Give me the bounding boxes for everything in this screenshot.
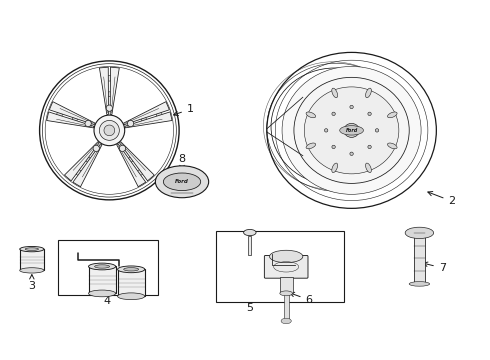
Ellipse shape xyxy=(405,227,434,239)
Circle shape xyxy=(93,145,99,152)
Text: 2: 2 xyxy=(428,192,456,206)
Ellipse shape xyxy=(106,92,113,97)
Ellipse shape xyxy=(332,145,335,149)
Polygon shape xyxy=(123,102,170,125)
Ellipse shape xyxy=(123,267,139,271)
Ellipse shape xyxy=(388,112,397,118)
Circle shape xyxy=(99,121,120,140)
Polygon shape xyxy=(120,142,154,181)
Circle shape xyxy=(127,120,134,127)
Ellipse shape xyxy=(306,143,316,149)
Bar xyxy=(20,249,44,270)
Ellipse shape xyxy=(25,248,39,251)
Ellipse shape xyxy=(366,163,371,172)
Polygon shape xyxy=(117,144,146,187)
Ellipse shape xyxy=(136,169,145,176)
Ellipse shape xyxy=(20,268,44,273)
Ellipse shape xyxy=(340,126,364,135)
Bar xyxy=(89,266,116,293)
Text: 4: 4 xyxy=(103,296,111,306)
Ellipse shape xyxy=(155,166,209,198)
Ellipse shape xyxy=(324,129,328,132)
Bar xyxy=(280,277,293,293)
Ellipse shape xyxy=(159,171,172,179)
Polygon shape xyxy=(99,67,108,114)
Circle shape xyxy=(120,145,125,152)
Polygon shape xyxy=(47,112,94,128)
Ellipse shape xyxy=(74,169,83,176)
Ellipse shape xyxy=(388,143,397,149)
Ellipse shape xyxy=(280,291,293,296)
Ellipse shape xyxy=(85,157,91,162)
Bar xyxy=(248,236,251,256)
Circle shape xyxy=(85,120,91,127)
Text: Ford: Ford xyxy=(175,179,189,184)
Ellipse shape xyxy=(294,77,409,183)
Ellipse shape xyxy=(163,173,201,190)
Text: Ford: Ford xyxy=(345,128,358,133)
Ellipse shape xyxy=(89,263,116,270)
Circle shape xyxy=(94,115,124,146)
Text: 6: 6 xyxy=(290,292,313,305)
Polygon shape xyxy=(125,112,172,128)
Ellipse shape xyxy=(141,116,147,123)
Ellipse shape xyxy=(282,67,421,194)
Ellipse shape xyxy=(156,109,162,119)
Ellipse shape xyxy=(56,109,63,119)
Ellipse shape xyxy=(127,157,134,162)
Ellipse shape xyxy=(304,87,399,174)
Polygon shape xyxy=(49,102,95,125)
Ellipse shape xyxy=(368,112,371,116)
Ellipse shape xyxy=(366,88,371,98)
FancyBboxPatch shape xyxy=(265,256,308,278)
Ellipse shape xyxy=(271,68,398,185)
Text: 1: 1 xyxy=(173,104,194,116)
Ellipse shape xyxy=(409,282,430,286)
Ellipse shape xyxy=(332,163,338,172)
Ellipse shape xyxy=(118,266,145,273)
Ellipse shape xyxy=(368,145,371,149)
Ellipse shape xyxy=(332,112,335,116)
Text: 7: 7 xyxy=(423,262,446,273)
Ellipse shape xyxy=(244,229,256,236)
Polygon shape xyxy=(73,144,102,187)
Ellipse shape xyxy=(89,290,116,297)
Ellipse shape xyxy=(118,293,145,300)
Polygon shape xyxy=(65,142,99,181)
Ellipse shape xyxy=(73,116,77,123)
Ellipse shape xyxy=(350,105,353,109)
Polygon shape xyxy=(110,67,119,114)
Circle shape xyxy=(104,125,115,136)
Ellipse shape xyxy=(104,76,114,81)
Bar xyxy=(118,269,145,296)
Ellipse shape xyxy=(350,152,353,156)
Ellipse shape xyxy=(95,265,110,268)
Ellipse shape xyxy=(281,318,291,324)
Ellipse shape xyxy=(375,129,379,132)
Bar xyxy=(216,231,344,302)
Bar xyxy=(414,233,425,284)
Bar xyxy=(284,293,289,321)
Ellipse shape xyxy=(344,123,359,138)
Text: 5: 5 xyxy=(246,303,253,313)
Ellipse shape xyxy=(332,88,338,98)
Bar xyxy=(58,240,158,295)
Ellipse shape xyxy=(306,112,316,118)
Ellipse shape xyxy=(270,250,303,263)
Ellipse shape xyxy=(20,247,44,252)
Text: 8: 8 xyxy=(178,154,186,170)
Text: 3: 3 xyxy=(28,275,35,291)
Circle shape xyxy=(106,105,113,111)
